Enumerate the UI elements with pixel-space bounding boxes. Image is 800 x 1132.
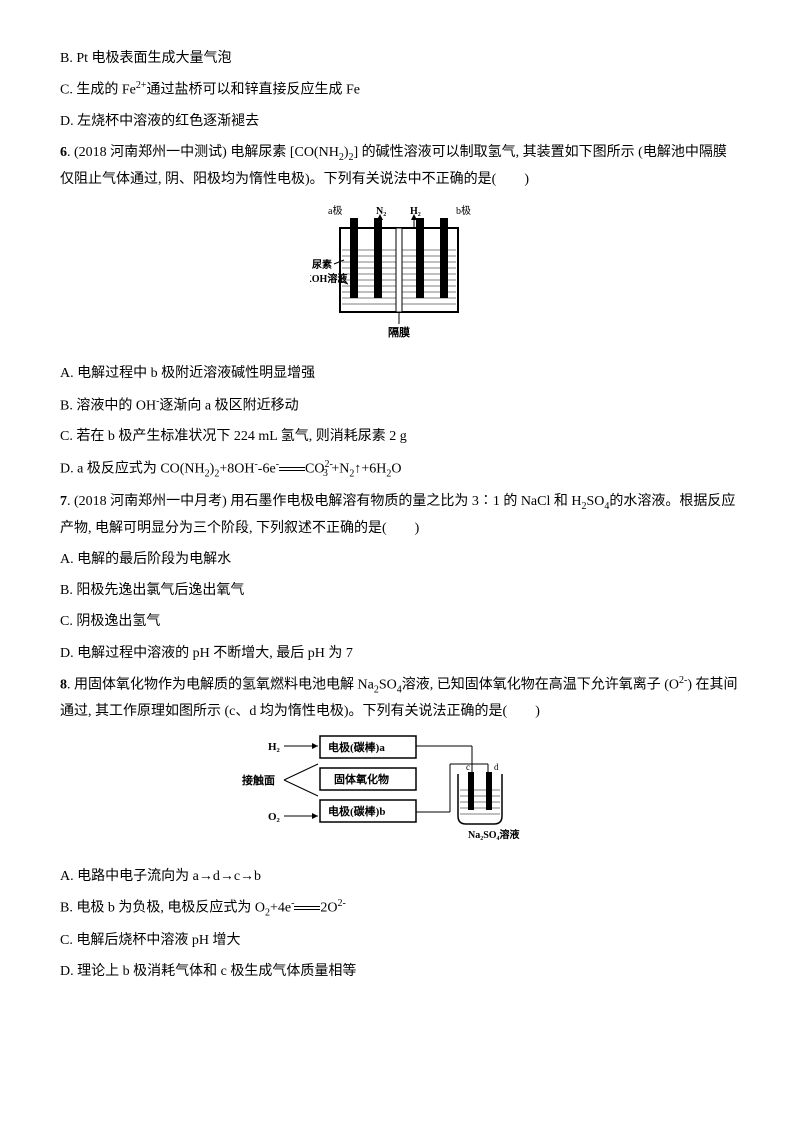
q8-contact-label: 接触面: [242, 773, 275, 787]
q6b-pre: B. 溶液中的 OH: [60, 398, 156, 413]
q8b-sp2: 2-: [338, 898, 346, 909]
q7-t2: SO: [587, 494, 605, 509]
q6-urea-label: 尿素: [312, 258, 332, 271]
option-5b: B. Pt 电极表面生成大量气泡: [60, 46, 740, 71]
reaction-arrow-icon: [294, 905, 320, 911]
option-5c-post: 通过盐桥可以和锌直接反应生成 Fe: [146, 83, 360, 98]
q6-t1: . (2018 河南郑州一中测试) 电解尿素 [CO(NH: [67, 145, 339, 160]
q8-diagram: H₂ O₂ 接触面 电极(碳棒)a 固体氧化物 电极(碳棒)b c d Na₂S…: [60, 734, 740, 853]
q6d-c: C: [305, 461, 314, 476]
q8-t3: 溶液, 已知固体氧化物在高温下允许氧离子 (O: [402, 677, 679, 692]
q7-option-d: D. 电解过程中溶液的 pH 不断增大, 最后 pH 为 7: [60, 641, 740, 666]
q6-n2-label: N₂: [376, 206, 386, 217]
q6d-5: +N: [328, 461, 350, 476]
question-6: 6. (2018 河南郑州一中测试) 电解尿素 [CO(NH2)2] 的碱性溶液…: [60, 140, 740, 192]
q8-h2-label: H₂: [268, 741, 281, 753]
q6d-3: +8OH: [219, 461, 254, 476]
q6d-4: -6e: [258, 461, 276, 476]
q6d-1: D. a 极反应式为 CO(NH: [60, 461, 205, 476]
q8-option-d: D. 理论上 b 极消耗气体和 c 极生成气体质量相等: [60, 959, 740, 984]
q7-option-c: C. 阴极逸出氢气: [60, 609, 740, 634]
q8-solution-label: Na₂SO₄溶液: [468, 828, 520, 841]
q7-option-a: A. 电解的最后阶段为电解水: [60, 547, 740, 572]
q6b-post: 逐渐向 a 极区附近移动: [159, 398, 298, 413]
q8-option-b: B. 电极 b 为负极, 电极反应式为 O2+4e-2O2-: [60, 895, 740, 922]
option-5d: D. 左烧杯中溶液的红色逐渐褪去: [60, 109, 740, 134]
q8b-1: B. 电极 b 为负极, 电极反应式为 O: [60, 900, 265, 915]
q6-h2-label: H₂: [410, 206, 421, 217]
q8-elec-a-label: 电极(碳棒)a: [328, 740, 385, 754]
option-5c-pre: C. 生成的 Fe: [60, 83, 136, 98]
question-7: 7. (2018 河南郑州一中月考) 用石墨作电极电解溶有物质的量之比为 3∶1…: [60, 489, 740, 541]
q8-option-a: A. 电路中电子流向为 a→d→c→b: [60, 864, 740, 889]
q8-t2: SO: [379, 677, 397, 692]
q8-t1: . 用固体氧化物作为电解质的氢氧燃料电池电解 Na: [67, 677, 374, 692]
q8b-3: 2O: [320, 900, 337, 915]
option-5c: C. 生成的 Fe2+通过盐桥可以和锌直接反应生成 Fe: [60, 77, 740, 103]
q6-a-label: a极: [328, 204, 342, 217]
q6-option-c: C. 若在 b 极产生标准状况下 224 mL 氢气, 则消耗尿素 2 g: [60, 424, 740, 449]
q6-koh-label: KOH溶液: [310, 272, 347, 285]
q6d-end: O: [391, 461, 401, 476]
q8-d-label: d: [494, 762, 499, 772]
q8-c-label: c: [466, 762, 470, 772]
question-8: 8. 用固体氧化物作为电解质的氢氧燃料电池电解 Na2SO4溶液, 已知固体氧化…: [60, 672, 740, 725]
q6-option-b: B. 溶液中的 OH-逐渐向 a 极区附近移动: [60, 393, 740, 419]
q8-option-c: C. 电解后烧杯中溶液 pH 增大: [60, 928, 740, 953]
q8-solid-label: 固体氧化物: [334, 772, 389, 786]
q6-diagram: a极 N₂ H₂ b极 隔膜 尿素 KOH溶液: [60, 202, 740, 351]
q6-membrane-label: 隔膜: [388, 325, 410, 339]
q6-b-label: b极: [456, 204, 471, 217]
q6-option-a: A. 电解过程中 b 极附近溶液碱性明显增强: [60, 361, 740, 386]
reaction-arrow-icon: [279, 466, 305, 472]
q8-elec-b-label: 电极(碳棒)b: [328, 804, 385, 818]
q6-num: 6: [60, 145, 67, 160]
q7-option-b: B. 阳极先逸出氯气后逸出氧气: [60, 578, 740, 603]
q8-num: 8: [60, 677, 67, 692]
q6-option-d: D. a 极反应式为 CO(NH2)2+8OH--6e-CO2-3 +N2↑+6…: [60, 456, 740, 483]
q6d-6: ↑+6H: [354, 461, 386, 476]
q8b-2: +4e: [270, 900, 291, 915]
q7-num: 7: [60, 494, 67, 509]
fe-charge: 2+: [136, 80, 147, 91]
q8-o2-label: O₂: [268, 811, 281, 823]
q7-t1: . (2018 河南郑州一中月考) 用石墨作电极电解溶有物质的量之比为 3∶1 …: [67, 494, 582, 509]
